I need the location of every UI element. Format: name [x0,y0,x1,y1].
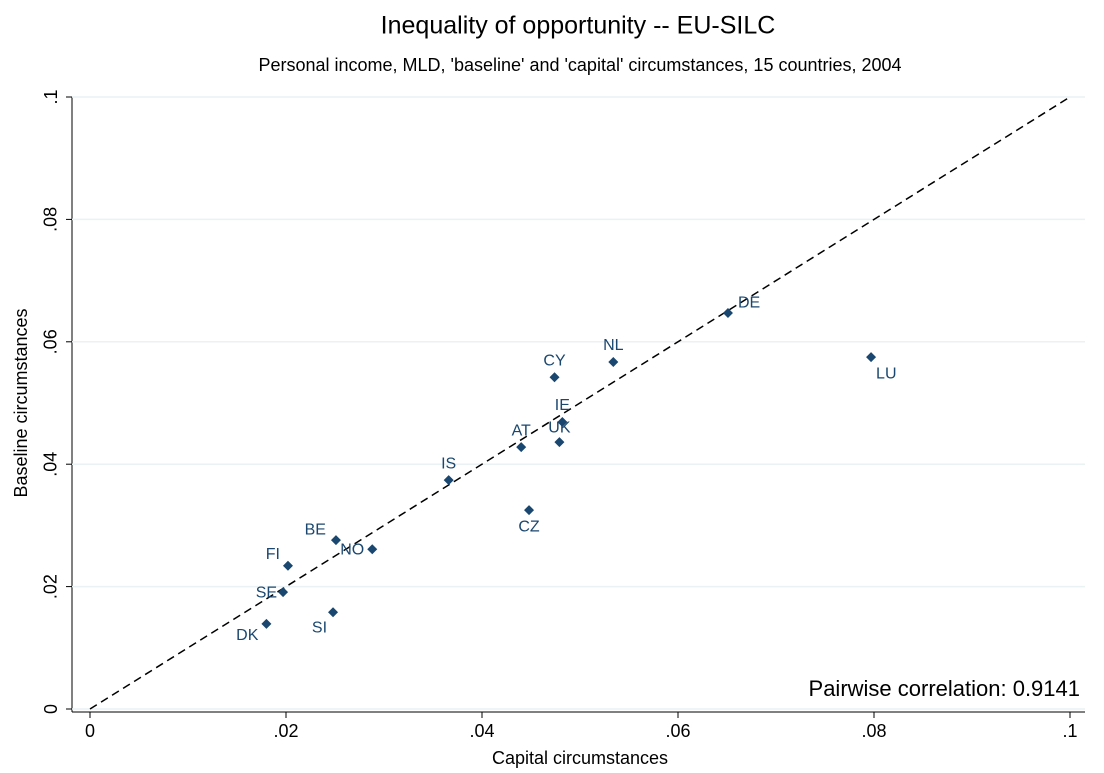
point-label: NO [340,541,364,558]
x-tick-label: .08 [861,721,886,741]
y-tick-label: .04 [41,452,61,477]
y-tick-label: .08 [41,207,61,232]
point-label: BE [305,521,326,538]
point-label: IS [441,455,456,472]
point [608,356,619,367]
point-label: NL [603,337,624,354]
y-tick-label: .02 [41,574,61,599]
x-tick-label: .06 [665,721,690,741]
point-label: UK [548,419,571,436]
point [261,618,272,629]
reference-line [89,96,1071,710]
point-label: SE [256,584,277,601]
x-tick-label: .02 [273,721,298,741]
point [516,442,527,453]
chart-subtitle: Personal income, MLD, 'baseline' and 'ca… [258,55,901,75]
y-tick-label: .06 [41,329,61,354]
point-label: SI [312,620,327,637]
point-label: CY [543,353,566,370]
annotation: Pairwise correlation: 0.9141 [809,676,1080,701]
y-tick-label: 0 [41,704,61,714]
point [367,544,378,555]
point [278,587,289,598]
x-tick-label: .04 [469,721,494,741]
y-axis-label: Baseline circumstances [11,308,31,497]
point-label: AT [512,422,531,439]
point [722,308,733,319]
point [330,535,341,546]
point [328,607,339,618]
point-label: FI [266,546,280,563]
point [524,505,535,516]
point-label: DE [738,294,760,311]
x-tick-label: 0 [85,721,95,741]
point [554,437,565,448]
x-axis-label: Capital circumstances [492,748,668,768]
point [866,352,877,363]
point [282,560,293,571]
x-tick-label: .1 [1062,721,1077,741]
point-label: IE [555,397,570,414]
point-label: CZ [518,518,540,535]
point [549,372,560,383]
chart-title: Inequality of opportunity -- EU-SILC [381,12,776,40]
point-label: LU [876,365,896,382]
point [443,475,454,486]
point [557,416,568,427]
y-tick-label: .1 [41,89,61,104]
point-label: DK [236,627,259,644]
